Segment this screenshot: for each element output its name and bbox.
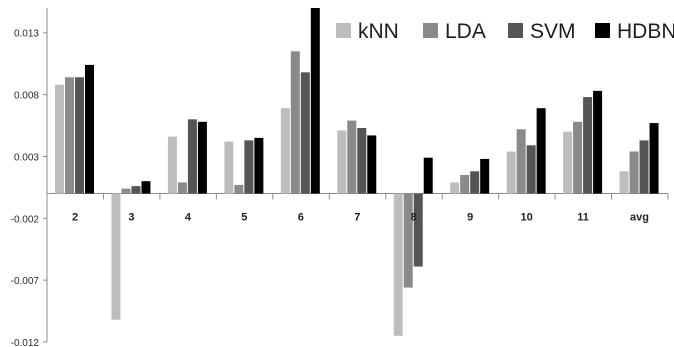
bar-svm-3 bbox=[131, 186, 141, 194]
bar-knn-4 bbox=[167, 136, 177, 194]
y-tick-label: -0.002 bbox=[11, 214, 40, 225]
bar-knn-11 bbox=[563, 131, 573, 194]
bar-hdbn-9 bbox=[480, 158, 490, 194]
x-category-label: 10 bbox=[521, 212, 533, 224]
x-category-label: 6 bbox=[298, 212, 304, 224]
x-category-label: 5 bbox=[241, 212, 247, 224]
bar-svm-8 bbox=[413, 193, 423, 267]
bar-lda-8 bbox=[403, 193, 413, 288]
bar-lda-11 bbox=[573, 121, 583, 194]
bar-lda-avg bbox=[629, 151, 639, 194]
bar-svm-11 bbox=[583, 97, 593, 194]
y-tick-label: -0.007 bbox=[11, 276, 40, 287]
y-tick-label: 0.003 bbox=[14, 152, 39, 163]
legend-swatch-hdbn bbox=[595, 23, 610, 38]
bar-svm-avg bbox=[639, 140, 649, 194]
x-category-label: 2 bbox=[72, 212, 78, 224]
bar-hdbn-4 bbox=[197, 121, 207, 194]
bar-hdbn-2 bbox=[85, 64, 94, 194]
bar-svm-9 bbox=[470, 171, 480, 194]
bar-hdbn-8 bbox=[423, 157, 433, 194]
legend-swatch-svm bbox=[508, 23, 523, 38]
bar-hdbn-10 bbox=[536, 108, 546, 194]
bar-hdbn-3 bbox=[141, 181, 151, 194]
legend-label-svm: SVM bbox=[530, 20, 576, 43]
bar-lda-2 bbox=[65, 77, 74, 194]
bar-hdbn-avg bbox=[649, 123, 659, 194]
y-tick-label: 0.008 bbox=[14, 91, 39, 102]
bar-knn-7 bbox=[337, 130, 347, 194]
bar-knn-2 bbox=[55, 84, 64, 194]
bar-lda-3 bbox=[121, 188, 131, 194]
legend-swatch-lda bbox=[423, 23, 438, 38]
bar-knn-9 bbox=[450, 182, 460, 194]
bar-knn-avg bbox=[619, 171, 629, 194]
bar-knn-8 bbox=[393, 193, 403, 336]
bar-svm-5 bbox=[244, 140, 254, 194]
legend-swatch-knn bbox=[336, 23, 351, 38]
x-category-label: 8 bbox=[411, 212, 417, 224]
bar-svm-2 bbox=[75, 77, 84, 194]
x-category-label: 11 bbox=[577, 212, 589, 224]
y-tick-label: -0.012 bbox=[11, 338, 40, 347]
x-category-label: 4 bbox=[185, 212, 192, 224]
bar-hdbn-5 bbox=[254, 137, 264, 194]
bar-lda-4 bbox=[177, 182, 187, 194]
x-category-label: 9 bbox=[467, 212, 473, 224]
bar-knn-10 bbox=[506, 151, 516, 194]
bar-lda-9 bbox=[460, 175, 470, 194]
y-tick-label: 0.013 bbox=[14, 29, 39, 40]
x-category-label: 3 bbox=[128, 212, 134, 224]
x-category-label: 7 bbox=[354, 212, 360, 224]
bar-knn-5 bbox=[224, 141, 234, 194]
bar-svm-10 bbox=[526, 145, 536, 194]
bar-svm-4 bbox=[187, 119, 197, 194]
bar-knn-3 bbox=[111, 193, 121, 320]
bar-knn-6 bbox=[280, 108, 290, 194]
bar-hdbn-7 bbox=[367, 135, 377, 194]
bar-svm-6 bbox=[300, 72, 310, 194]
legend-label-lda: LDA bbox=[445, 20, 486, 43]
bar-lda-5 bbox=[234, 184, 244, 194]
legend-label-hdbn: HDBN bbox=[617, 20, 674, 43]
bar-svm-7 bbox=[357, 127, 367, 194]
legend-label-knn: kNN bbox=[358, 20, 399, 43]
bar-hdbn-6 bbox=[310, 8, 320, 194]
bar-lda-7 bbox=[347, 120, 357, 194]
bar-lda-6 bbox=[290, 51, 300, 194]
x-category-label: avg bbox=[630, 212, 649, 224]
bar-hdbn-11 bbox=[593, 90, 603, 194]
bar-lda-10 bbox=[516, 129, 526, 194]
